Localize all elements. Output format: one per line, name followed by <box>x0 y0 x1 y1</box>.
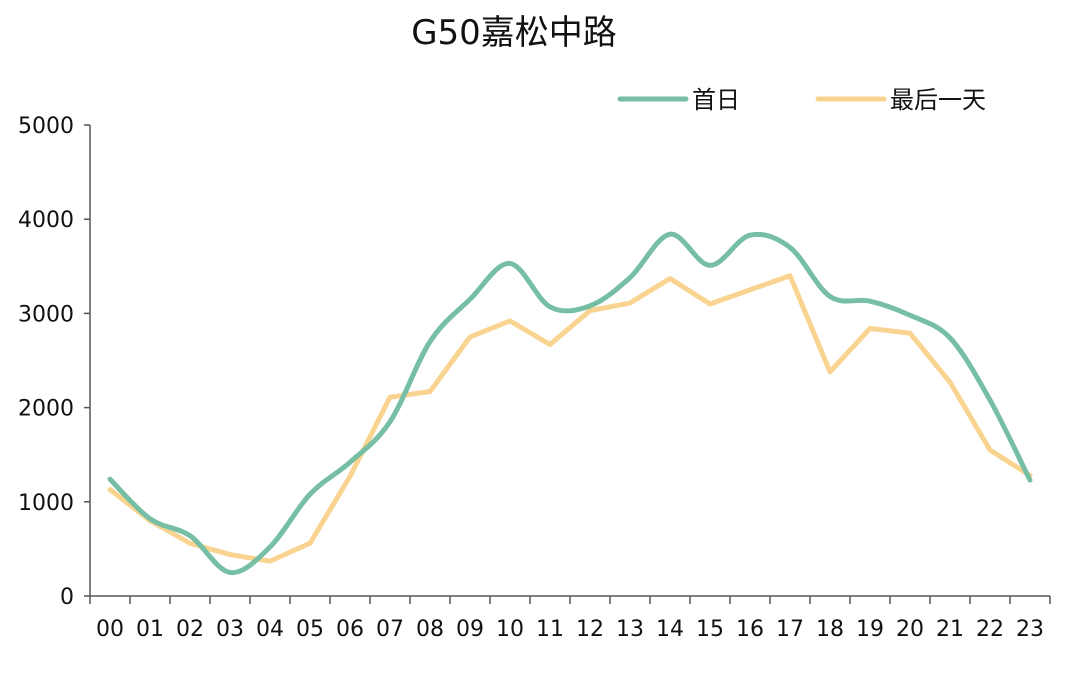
point-last-day-07 <box>388 395 393 400</box>
point-last-day-10 <box>508 318 513 323</box>
point-last-day-03 <box>228 552 233 557</box>
legend: 首日 最后一天 <box>617 86 986 114</box>
series-line-first-day <box>107 231 1033 575</box>
x-tick-label: 13 <box>616 617 644 642</box>
point-last-day-15 <box>708 301 713 306</box>
point-first-day-18 <box>828 294 833 299</box>
x-tick-label: 21 <box>936 617 964 642</box>
y-tick-label: 0 <box>60 585 74 610</box>
x-tick-label: 14 <box>656 617 684 642</box>
point-first-day-04 <box>268 545 273 550</box>
x-tick-label: 06 <box>336 617 364 642</box>
point-first-day-12 <box>588 303 593 308</box>
point-last-day-00 <box>108 487 113 492</box>
x-tick-label: 22 <box>976 617 1004 642</box>
point-last-day-11 <box>548 342 553 347</box>
x-tick-label: 00 <box>96 617 124 642</box>
x-tick-label: 20 <box>896 617 924 642</box>
point-first-day-06 <box>348 460 353 465</box>
point-last-day-16 <box>748 287 753 292</box>
point-first-day-11 <box>548 304 553 309</box>
point-last-day-08 <box>428 389 433 394</box>
x-tick-label: 05 <box>296 617 324 642</box>
point-last-day-14 <box>668 276 673 281</box>
point-last-day-19 <box>868 326 873 331</box>
point-first-day-23 <box>1028 478 1033 483</box>
x-tick-label: 08 <box>416 617 444 642</box>
x-tick-label: 23 <box>1016 617 1044 642</box>
point-first-day-08 <box>428 339 433 344</box>
x-tick-label: 02 <box>176 617 204 642</box>
x-tick-label: 09 <box>456 617 484 642</box>
point-first-day-17 <box>788 245 793 250</box>
point-first-day-16 <box>748 233 753 238</box>
point-last-day-05 <box>308 541 313 546</box>
y-tick-label: 1000 <box>18 491 74 516</box>
point-last-day-04 <box>268 559 273 564</box>
point-last-day-02 <box>188 541 193 546</box>
point-last-day-17 <box>788 273 793 278</box>
point-first-day-19 <box>868 299 873 304</box>
point-last-day-20 <box>908 331 913 336</box>
point-first-day-01 <box>148 516 153 521</box>
point-first-day-21 <box>948 335 953 340</box>
point-first-day-02 <box>188 533 193 538</box>
series-layer <box>107 231 1033 575</box>
x-tick-label: 16 <box>736 617 764 642</box>
point-first-day-13 <box>628 275 633 280</box>
point-first-day-05 <box>308 492 313 497</box>
chart-title: G50嘉松中路 <box>411 13 617 53</box>
x-tick-label: 07 <box>376 617 404 642</box>
point-first-day-07 <box>388 419 393 424</box>
point-first-day-15 <box>708 263 713 268</box>
point-first-day-10 <box>508 261 513 266</box>
x-tick-label: 19 <box>856 617 884 642</box>
y-tick-label: 3000 <box>18 302 74 327</box>
point-first-day-03 <box>228 570 233 575</box>
point-last-day-09 <box>468 334 473 339</box>
point-last-day-18 <box>828 369 833 374</box>
series-line-last-day <box>107 273 1033 564</box>
x-tick-label: 03 <box>216 617 244 642</box>
point-last-day-13 <box>628 301 633 306</box>
x-tick-label: 18 <box>816 617 844 642</box>
point-last-day-22 <box>988 447 993 452</box>
x-tick-label: 11 <box>536 617 564 642</box>
point-first-day-00 <box>108 477 113 482</box>
point-last-day-21 <box>948 380 953 385</box>
x-tick-label: 17 <box>776 617 804 642</box>
y-tick-label: 2000 <box>18 397 74 422</box>
point-first-day-20 <box>908 313 913 318</box>
point-first-day-22 <box>988 398 993 403</box>
x-tick-label: 12 <box>576 617 604 642</box>
x-tick-label: 01 <box>136 617 164 642</box>
legend-label-last-day: 最后一天 <box>890 86 986 114</box>
y-tick-label: 5000 <box>18 114 74 139</box>
x-tick-label: 15 <box>696 617 724 642</box>
y-tick-label: 4000 <box>18 208 74 233</box>
legend-label-first-day: 首日 <box>692 86 740 114</box>
axes: 0 1000 2000 3000 4000 5000 00 01 02 03 04 05 06 07 08 0… <box>18 114 1051 642</box>
point-last-day-06 <box>348 474 353 479</box>
point-first-day-14 <box>668 232 673 237</box>
x-tick-label: 10 <box>496 617 524 642</box>
x-tick-label: 04 <box>256 617 284 642</box>
point-first-day-09 <box>468 297 473 302</box>
